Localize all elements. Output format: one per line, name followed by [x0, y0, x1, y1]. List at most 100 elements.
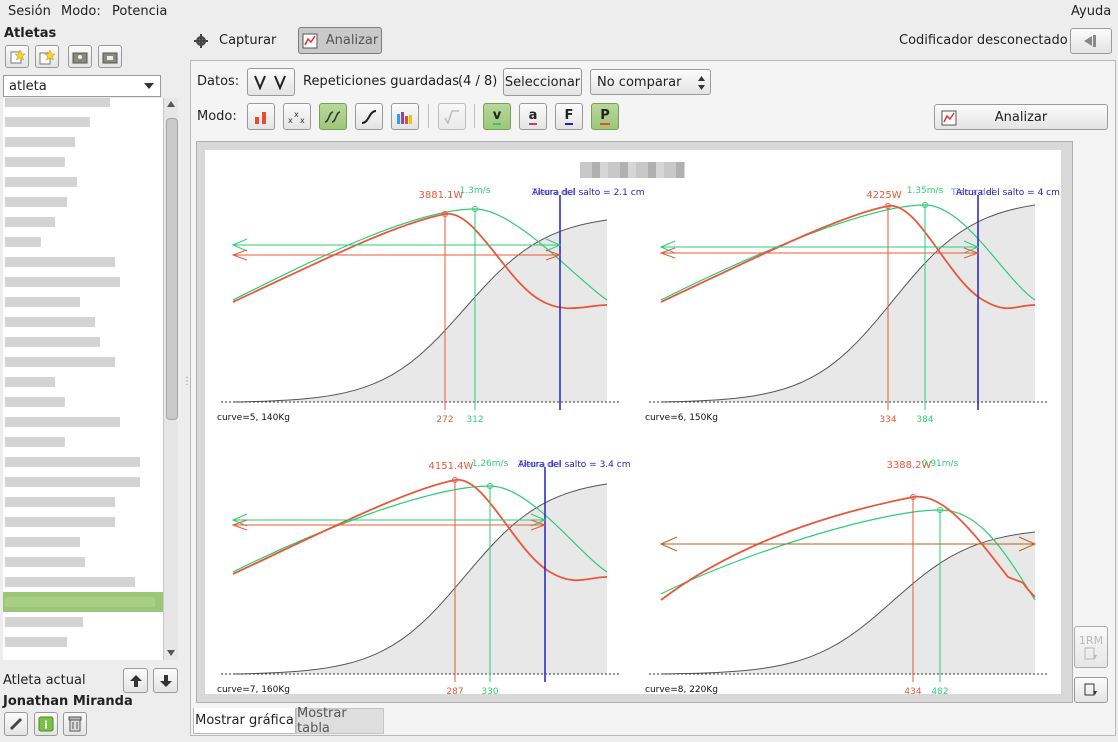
splitter-handle[interactable]: ⋮	[182, 376, 192, 387]
athlete-list-item[interactable]	[3, 232, 163, 252]
athlete-list-item[interactable]	[3, 352, 163, 372]
mode-side-by-side-button[interactable]	[319, 103, 347, 130]
analyze-tab-label: Analizar	[325, 33, 379, 48]
curve-type-button[interactable]	[247, 68, 295, 96]
scatter-icon: xxx	[288, 110, 305, 124]
athlete-list-item[interactable]	[3, 412, 163, 432]
power-peak-label: 3881.1W	[419, 190, 464, 201]
speed-peak-marker	[922, 202, 928, 208]
athlete-list-item[interactable]	[3, 332, 163, 352]
athlete-list-item[interactable]	[3, 512, 163, 532]
athlete-list-item[interactable]	[3, 372, 163, 392]
tab-show-table[interactable]: Mostrar tabla	[296, 706, 384, 736]
athlete-list-item[interactable]	[3, 98, 163, 112]
athlete-name-redacted	[5, 157, 65, 167]
saved-reps-count: (4 / 8)	[458, 74, 498, 89]
speed-peak-x-label: 384	[916, 415, 933, 425]
athlete-list-item[interactable]	[3, 452, 163, 472]
athlete-info-button[interactable]: i	[34, 712, 58, 736]
menu-mode-value[interactable]: Potencia	[112, 4, 168, 19]
jump-height-label: Altura del salto = 3.4 cm	[518, 460, 630, 470]
mode-color-bars-button[interactable]	[391, 103, 419, 130]
athlete-list-item[interactable]	[3, 612, 163, 632]
mode-bars-button[interactable]	[247, 103, 275, 130]
power-peak-x-label: 272	[436, 415, 453, 425]
power-curve	[232, 213, 608, 310]
athlete-name-redacted	[5, 137, 75, 147]
arrow-head-right	[530, 519, 547, 531]
athlete-list-item[interactable]	[3, 112, 163, 132]
next-athlete-button[interactable]	[153, 668, 178, 693]
speed-curve	[232, 208, 608, 301]
one-rm-button[interactable]: 1RM	[1074, 626, 1108, 668]
menu-help[interactable]: Ayuda	[1071, 4, 1112, 19]
speed-peak-x-label: 312	[466, 415, 483, 425]
athlete-name-redacted	[5, 297, 80, 307]
athlete-list-item[interactable]	[3, 632, 163, 652]
add-group-icon	[39, 48, 55, 64]
show-acceleration-toggle[interactable]: a	[519, 103, 547, 130]
load-group-button[interactable]	[98, 45, 122, 68]
arrow-head-right	[963, 247, 980, 259]
athlete-list-item[interactable]	[3, 592, 163, 612]
athlete-list-item[interactable]	[3, 272, 163, 292]
show-speed-toggle[interactable]: v	[483, 103, 511, 130]
athlete-list-scrollbar[interactable]	[163, 98, 178, 660]
edit-athlete-button[interactable]	[4, 712, 28, 736]
scrollbar-thumb[interactable]	[166, 118, 178, 420]
speed-peak-label: 1.26m/s	[472, 459, 509, 469]
athlete-list-item[interactable]	[3, 472, 163, 492]
athlete-list-item[interactable]	[3, 192, 163, 212]
mode-divider-2	[474, 104, 475, 128]
athlete-list-item[interactable]	[3, 572, 163, 592]
delete-athlete-button[interactable]	[63, 712, 87, 736]
arrow-head-right	[530, 513, 547, 527]
speed-peak-label: 1.35m/s	[907, 186, 944, 196]
athlete-list-item[interactable]	[3, 292, 163, 312]
encoder-icon	[1084, 35, 1096, 47]
athlete-list-item[interactable]	[3, 132, 163, 152]
previous-athlete-button[interactable]	[123, 668, 148, 693]
export-button[interactable]	[1074, 677, 1108, 703]
compare-select[interactable]: No comparar	[590, 69, 711, 95]
athlete-list-item[interactable]	[3, 532, 163, 552]
displacement-curve	[232, 219, 608, 403]
speed-peak-x-label: 482	[931, 687, 948, 694]
add-user-icon	[10, 48, 25, 63]
show-force-toggle[interactable]: F	[555, 103, 583, 130]
analyze-tab[interactable]: Analizar	[298, 27, 382, 54]
athlete-list-item[interactable]	[3, 172, 163, 192]
select-reps-button[interactable]: Seleccionar	[503, 68, 582, 96]
encoder-button[interactable]	[1070, 28, 1112, 54]
arrow-head-left	[231, 249, 248, 261]
tab-show-graph[interactable]: Mostrar gráfica	[193, 708, 296, 734]
jump-overlay-label: Tierra del	[531, 188, 575, 198]
athlete-list-item[interactable]	[3, 432, 163, 452]
show-power-toggle[interactable]: P	[591, 103, 619, 130]
athlete-list-item[interactable]	[3, 392, 163, 412]
athlete-list-item[interactable]	[3, 252, 163, 272]
power-peak-x-label: 434	[904, 687, 921, 694]
athlete-combo[interactable]: atleta	[3, 75, 161, 97]
power-peak-label: 3388.2W	[887, 460, 932, 471]
athlete-list-item[interactable]	[3, 492, 163, 512]
athlete-list[interactable]	[3, 98, 163, 660]
athlete-name-redacted	[5, 577, 135, 587]
arrow-head-right	[963, 240, 980, 254]
capture-tab[interactable]: Capturar	[219, 33, 277, 48]
athlete-list-item[interactable]	[3, 552, 163, 572]
menu-mode[interactable]: Modo:	[61, 4, 101, 19]
athlete-list-item[interactable]	[3, 312, 163, 332]
athlete-list-item[interactable]	[3, 152, 163, 172]
athlete-list-item[interactable]	[3, 212, 163, 232]
sqrt-button[interactable]	[438, 103, 466, 130]
mode-single-curve-button[interactable]	[355, 103, 383, 130]
load-athlete-button[interactable]	[68, 45, 92, 68]
speed-peak-x-label: 330	[481, 687, 498, 694]
add-athlete-button[interactable]	[5, 45, 29, 68]
analyze-button[interactable]: Analizar	[934, 104, 1108, 130]
menu-session[interactable]: Sesión	[8, 4, 51, 19]
add-multiple-athletes-button[interactable]	[35, 45, 59, 68]
athlete-name-redacted	[5, 437, 65, 447]
